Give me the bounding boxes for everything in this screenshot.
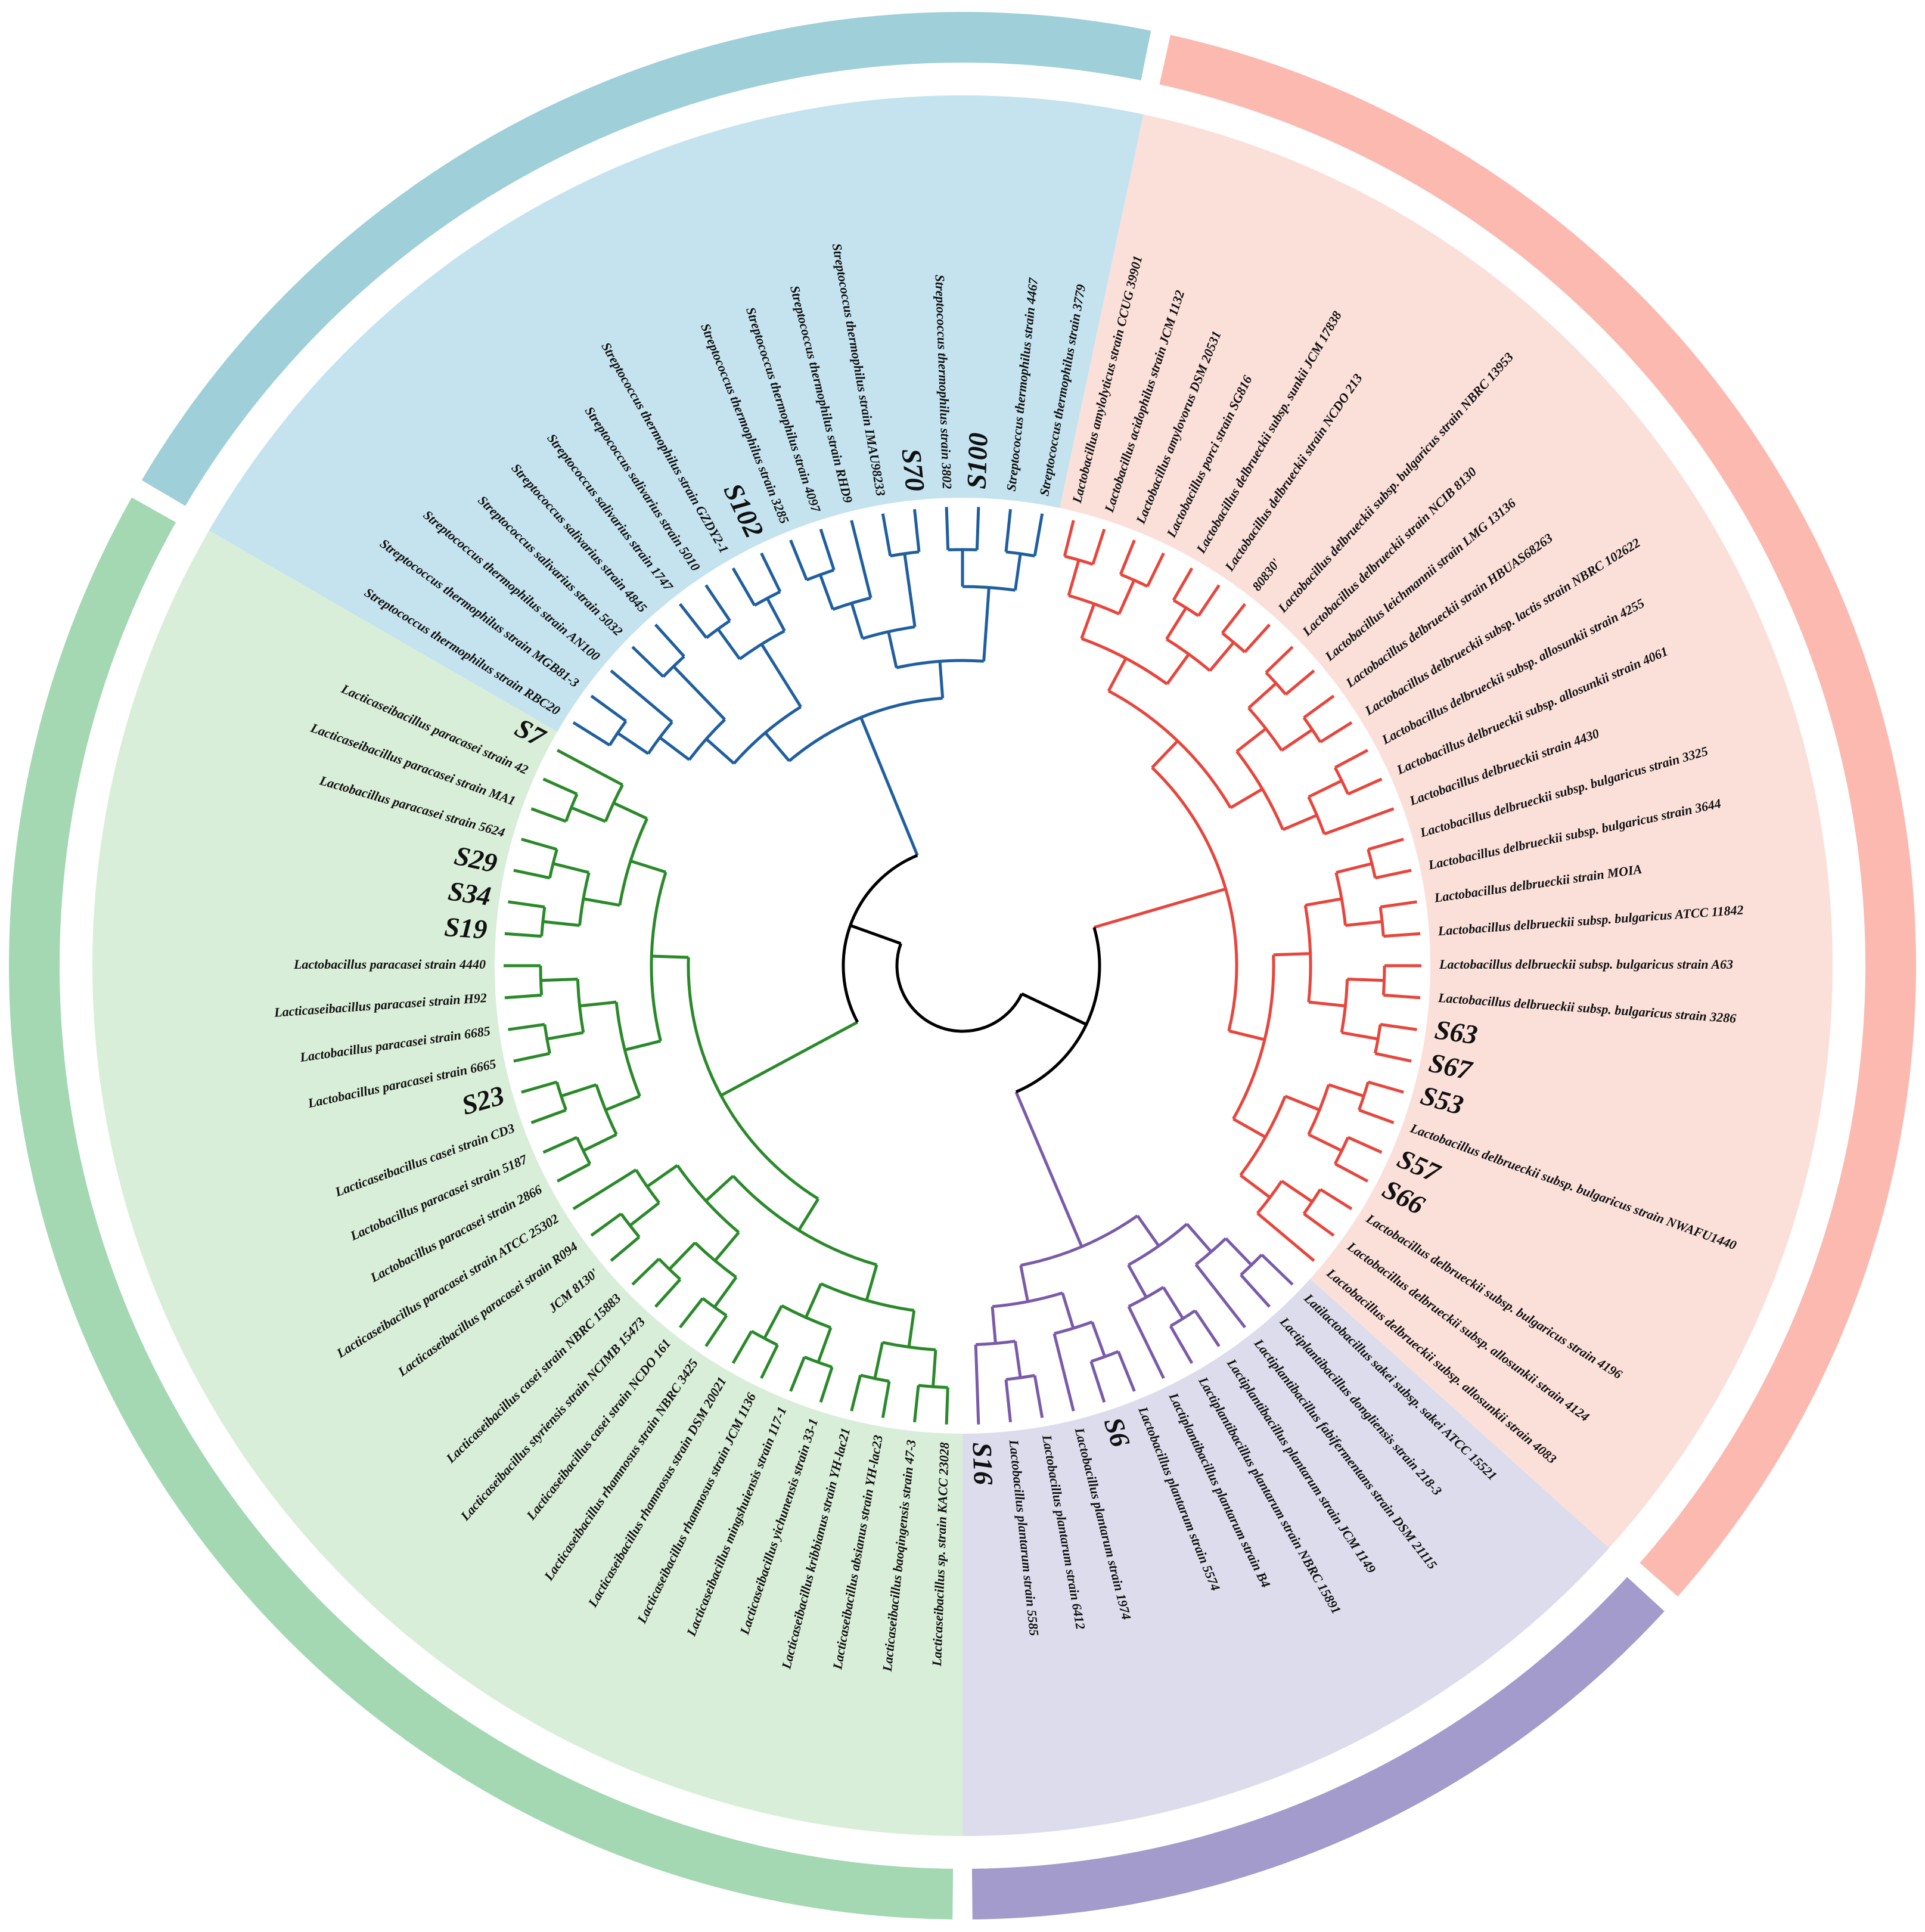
branch bbox=[913, 1384, 949, 1425]
branch bbox=[556, 749, 624, 823]
branch bbox=[504, 964, 544, 1000]
branch bbox=[541, 978, 585, 1041]
branch bbox=[850, 1373, 891, 1418]
branch bbox=[542, 1136, 592, 1183]
leaf-label: S19 bbox=[443, 911, 488, 945]
branch bbox=[1004, 508, 1044, 558]
branch bbox=[731, 552, 782, 607]
branch bbox=[1303, 897, 1346, 1008]
backgrounds bbox=[8, 12, 1916, 1919]
clade-background bbox=[209, 95, 1144, 732]
branch bbox=[1232, 952, 1311, 1139]
leaf-label: S16 bbox=[967, 1441, 998, 1485]
branch bbox=[1340, 978, 1384, 1041]
branch bbox=[1119, 539, 1165, 588]
branch bbox=[1357, 1080, 1404, 1124]
branch bbox=[1302, 1188, 1353, 1237]
branch bbox=[1221, 603, 1271, 653]
branch bbox=[705, 643, 802, 765]
branch bbox=[1063, 520, 1106, 566]
branch bbox=[1235, 727, 1318, 832]
branch bbox=[1333, 749, 1383, 796]
branch bbox=[678, 584, 731, 639]
branch bbox=[651, 954, 820, 1232]
branch bbox=[1014, 1091, 1083, 1248]
branch bbox=[1165, 607, 1235, 672]
branch bbox=[1004, 1373, 1044, 1423]
branch bbox=[1021, 992, 1087, 1026]
branch bbox=[1239, 1094, 1320, 1199]
branch bbox=[881, 508, 921, 558]
branch bbox=[1089, 1350, 1136, 1403]
branch bbox=[789, 528, 836, 582]
branch bbox=[1302, 694, 1353, 743]
branch bbox=[849, 924, 902, 945]
branch bbox=[590, 1212, 641, 1262]
leaf-label: S70 bbox=[896, 447, 930, 493]
branch bbox=[720, 1021, 859, 1097]
leaf-label: S63 bbox=[1433, 1014, 1479, 1050]
branch bbox=[1381, 964, 1421, 1000]
branch bbox=[859, 717, 919, 856]
branch bbox=[579, 1000, 641, 1112]
branch bbox=[1378, 900, 1421, 938]
branch bbox=[1307, 779, 1395, 836]
branch bbox=[521, 1080, 568, 1124]
branch bbox=[1169, 1309, 1221, 1365]
root-arc bbox=[895, 942, 1023, 1033]
leaf-label: Lactobacillus paracasei strain 4440 bbox=[293, 957, 486, 972]
branch bbox=[513, 838, 558, 880]
branch bbox=[804, 1282, 916, 1348]
branch bbox=[818, 520, 873, 611]
clade-ring bbox=[1159, 35, 1916, 1597]
branch bbox=[1247, 682, 1314, 752]
branch bbox=[504, 900, 547, 938]
branch bbox=[572, 694, 628, 747]
branch bbox=[704, 1174, 878, 1301]
clade-ring bbox=[971, 1577, 1665, 1919]
branch bbox=[991, 1291, 1075, 1344]
branch bbox=[731, 1329, 779, 1379]
clade-ring bbox=[8, 497, 954, 1919]
branch bbox=[668, 1241, 738, 1308]
branch bbox=[1052, 1320, 1107, 1412]
branch bbox=[1194, 1237, 1253, 1329]
branch bbox=[716, 597, 786, 660]
branch bbox=[961, 550, 1022, 592]
branch bbox=[530, 777, 579, 823]
clade-background bbox=[962, 1279, 1609, 1836]
branch bbox=[850, 553, 917, 640]
branch bbox=[1094, 887, 1227, 929]
branch bbox=[508, 1023, 551, 1063]
branch bbox=[1240, 1254, 1294, 1308]
clade-background bbox=[92, 531, 963, 1836]
clade-background bbox=[1060, 114, 1833, 1548]
leaf-label: Lactobacillus delbrueckii subsp. bulgari… bbox=[1439, 957, 1733, 972]
branch bbox=[1172, 567, 1221, 618]
clade-ring bbox=[141, 12, 1151, 506]
leaf-label: S100 bbox=[961, 432, 993, 489]
branch bbox=[945, 507, 980, 551]
leaf-label: S34 bbox=[446, 876, 493, 911]
branch bbox=[631, 624, 685, 678]
branch bbox=[1151, 740, 1265, 1041]
branch bbox=[789, 1356, 834, 1403]
branch bbox=[583, 801, 648, 907]
branch bbox=[1107, 658, 1263, 810]
branches bbox=[504, 507, 1421, 1425]
branch bbox=[974, 1339, 1022, 1425]
branch bbox=[1367, 838, 1412, 880]
branch bbox=[1374, 1023, 1417, 1063]
branch bbox=[1333, 1136, 1383, 1183]
branch bbox=[678, 1297, 728, 1347]
